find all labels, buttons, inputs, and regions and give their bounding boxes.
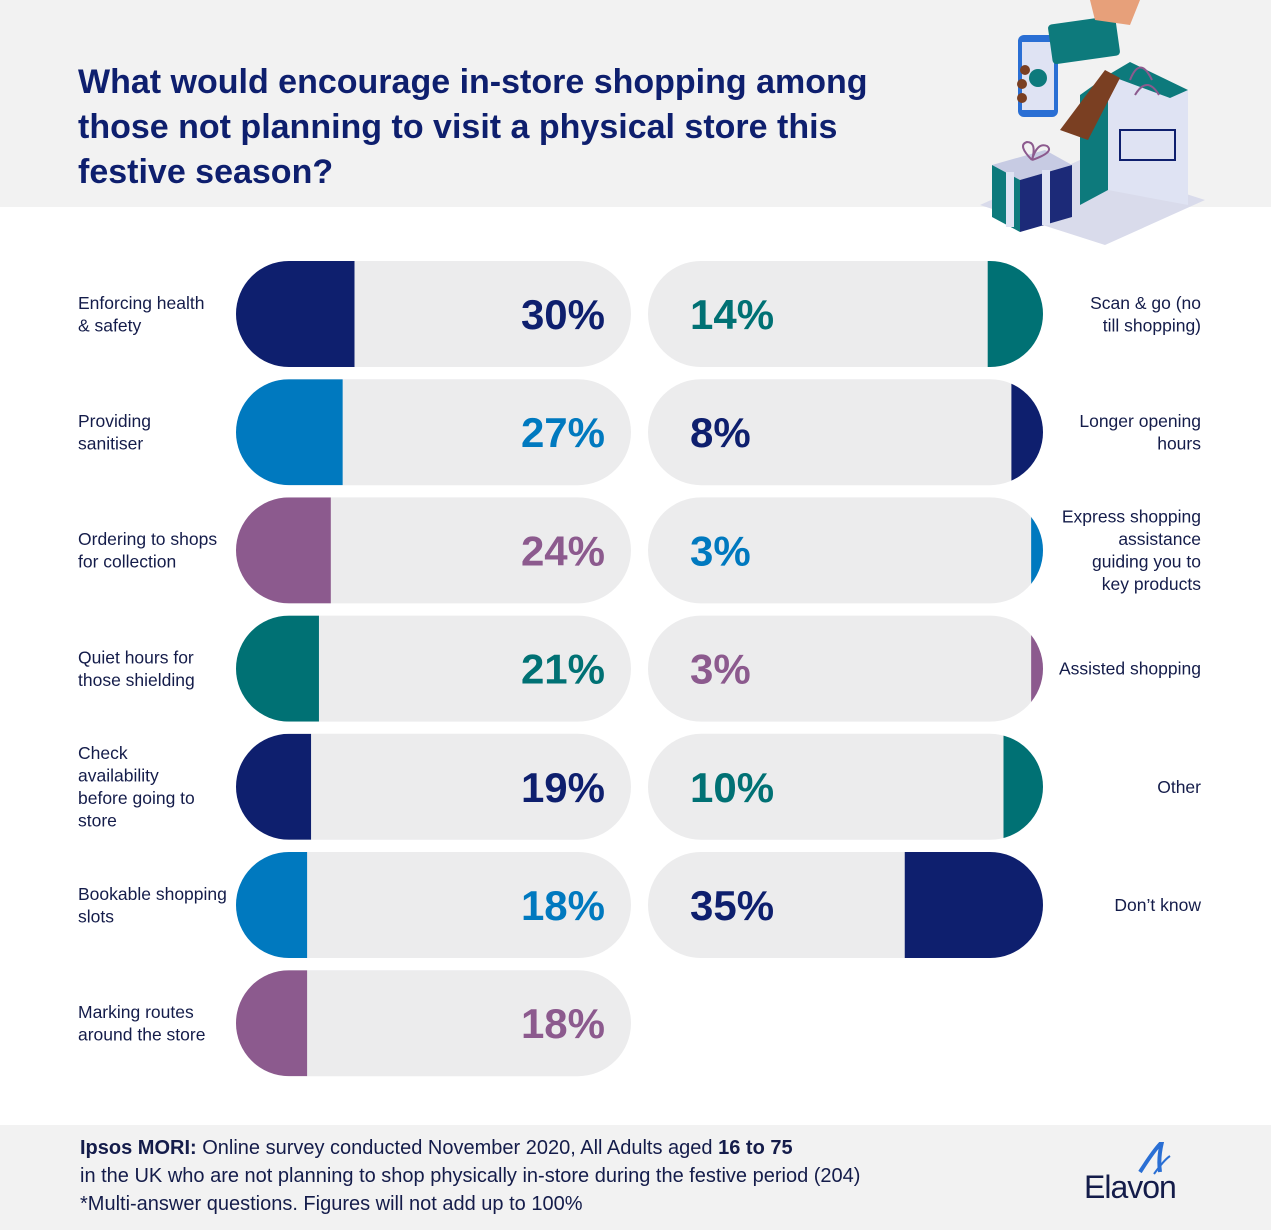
bar-chart: 30% Enforcing health & safety 27% Providing s…	[78, 261, 1201, 1077]
value-label: 21%	[521, 646, 605, 693]
bar-fill	[1003, 733, 1043, 840]
bar-fill	[236, 379, 343, 486]
value-label: 3%	[690, 646, 751, 693]
age-range: 16 to 75	[718, 1137, 793, 1159]
bar-fill	[904, 852, 1043, 958]
footer-band: Ipsos MORI: Online survey conducted Nove…	[0, 1125, 1271, 1230]
bar-fill	[236, 970, 308, 1077]
value-label: 19%	[521, 764, 605, 811]
category-label: Bookable shopping slots	[78, 884, 227, 927]
category-label: Quiet hours for those shielding	[78, 647, 195, 690]
logo-text: Elavon	[1084, 1169, 1177, 1205]
category-label: Ordering to shops for collection	[78, 529, 217, 572]
value-label: 30%	[521, 291, 605, 338]
bar-track	[648, 379, 1043, 486]
bar-track	[236, 497, 631, 604]
category-label: Other	[1157, 777, 1201, 797]
value-label: 27%	[521, 409, 605, 456]
value-label: 18%	[521, 1000, 605, 1047]
bar-track	[648, 733, 1043, 840]
value-label: 24%	[521, 527, 605, 574]
elavon-logo: Elavon	[1082, 1142, 1194, 1212]
bar-track	[648, 615, 1043, 722]
value-label: 18%	[521, 882, 605, 929]
source-org: Ipsos MORI:	[80, 1137, 197, 1159]
bar-fill	[236, 261, 355, 367]
value-label: 35%	[690, 882, 774, 929]
category-label: Don’t know	[1114, 895, 1201, 915]
value-label: 8%	[690, 409, 751, 456]
page-title: What would encourage in-store shopping a…	[78, 63, 868, 191]
bar-track	[236, 970, 631, 1077]
bar-track	[648, 497, 1043, 604]
bar-fill	[236, 497, 331, 604]
category-label: Enforcing health & safety	[78, 293, 204, 336]
bar-fill	[1031, 615, 1043, 722]
category-label: Providing sanitiser	[78, 411, 151, 454]
bar-fill	[236, 852, 308, 958]
logo-swoosh-icon	[1138, 1142, 1171, 1175]
value-label: 10%	[690, 764, 774, 811]
value-label: 3%	[690, 527, 751, 574]
category-label: Check availability before going to store	[78, 743, 195, 831]
bar-fill	[987, 261, 1043, 367]
source-text-1: Online survey conducted November 2020, A…	[196, 1137, 719, 1159]
shopping-illustration-icon	[980, 0, 1205, 245]
bar-fill	[1031, 497, 1043, 604]
category-label: Longer opening hours	[1079, 411, 1201, 454]
source-text-2: in the UK who are not planning to shop p…	[80, 1165, 861, 1187]
multi-answer-note: *Multi-answer questions. Figures will no…	[80, 1193, 583, 1215]
bar-track	[236, 852, 631, 958]
bar-track	[236, 733, 631, 840]
category-label: Assisted shopping	[1059, 659, 1201, 679]
category-label: Scan & go (no till shopping)	[1090, 293, 1201, 336]
category-label: Marking routes around the store	[78, 1002, 205, 1044]
bar-fill	[236, 615, 319, 722]
value-label: 14%	[690, 291, 774, 338]
bar-track	[236, 615, 631, 722]
source-note: Ipsos MORI: Online survey conducted Nove…	[80, 1134, 1000, 1218]
bar-fill	[1011, 379, 1043, 486]
category-label: Express shopping assistance guiding you to…	[1062, 507, 1201, 595]
bar-fill	[236, 733, 312, 840]
header-band: What would encourage in-store shopping a…	[0, 0, 1271, 245]
bar-track	[648, 261, 1043, 367]
